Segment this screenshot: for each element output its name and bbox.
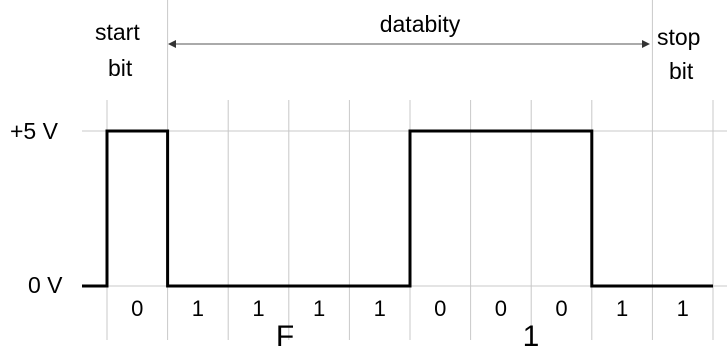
data-span-arrow-right-head (642, 40, 650, 48)
bit-value-label: 0 (434, 296, 446, 321)
stop-bit-label-line1: stop (657, 24, 700, 50)
high-voltage-label: +5 V (10, 118, 59, 144)
bit-value-label: 1 (374, 296, 386, 321)
nibble-label-high: F (276, 320, 294, 353)
data-bits-label: databity (380, 11, 461, 37)
bit-value-label: 1 (616, 296, 628, 321)
bit-value-label: 1 (252, 296, 264, 321)
nibble-label-low: 1 (523, 320, 540, 353)
start-bit-label-line1: start (95, 19, 140, 45)
bit-value-labels: 0 1 1 1 1 0 0 0 1 1 (131, 296, 689, 321)
low-voltage-label: 0 V (28, 272, 63, 298)
bit-value-label: 0 (495, 296, 507, 321)
bit-value-label: 1 (677, 296, 689, 321)
start-bit-label-line2: bit (108, 55, 133, 81)
data-span-arrow-left-head (168, 40, 176, 48)
bit-value-label: 1 (192, 296, 204, 321)
bit-value-label: 0 (555, 296, 567, 321)
signal-waveform (82, 129, 713, 288)
bit-value-label: 0 (131, 296, 143, 321)
stop-bit-label-line2: bit (669, 58, 694, 84)
bit-value-label: 1 (313, 296, 325, 321)
